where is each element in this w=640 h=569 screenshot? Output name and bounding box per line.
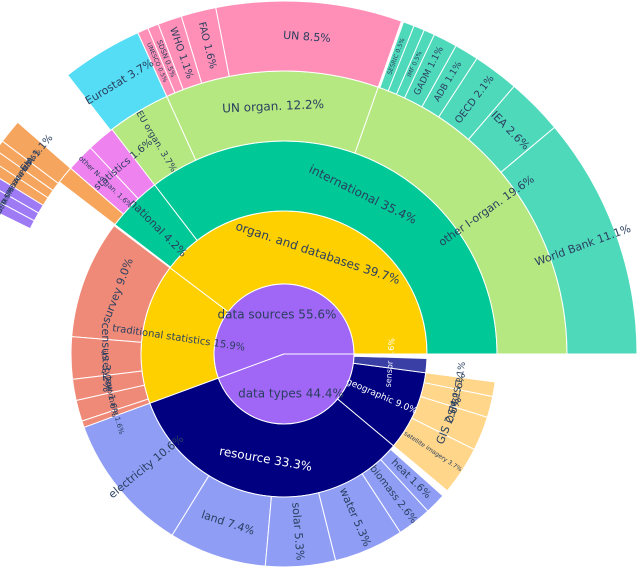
wedge-rosstat[interactable]: [0, 188, 35, 230]
wedge-sen[interactable]: [352, 355, 428, 374]
label-cen: census 3.2%: [99, 322, 113, 392]
wedge-eurostat[interactable]: [66, 32, 168, 132]
wedge-sesric[interactable]: [379, 21, 415, 92]
label-un: UN 8.5%: [283, 29, 332, 45]
wedge-hea[interactable]: [379, 448, 444, 512]
label-dt: data types 44.4%: [238, 386, 344, 400]
label-sol: solar 5.3%: [289, 502, 307, 561]
label-sen: sensor 1.6%: [384, 337, 397, 387]
wedge-gps[interactable]: [423, 372, 496, 398]
label-ds: data sources 55.6%: [218, 308, 337, 322]
label-uno: UN organ. 12.2%: [222, 97, 324, 115]
